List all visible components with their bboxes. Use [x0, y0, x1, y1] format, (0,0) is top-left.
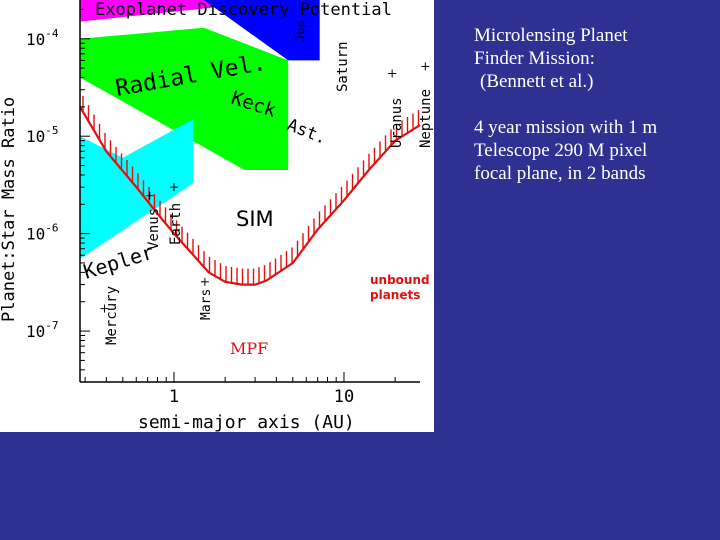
y-tick-label: 10-4 [26, 27, 59, 49]
slide-text-gap [474, 93, 714, 116]
y-tick-label: 10-5 [26, 124, 59, 146]
mercury-label: Mercury [104, 286, 120, 345]
unbound-label-1: unbound [370, 273, 430, 287]
region-sim [80, 27, 289, 171]
mpf-layer [79, 95, 421, 286]
mpf-curve [79, 106, 421, 286]
y-axis-label: Planet:Star Mass Ratio [0, 97, 19, 322]
ast-label: Ast. [284, 115, 329, 149]
x-tick-label: 1 [169, 387, 179, 407]
uranus-label: Uranus [389, 97, 405, 148]
sim-label: SIM [236, 207, 274, 231]
saturn-label: Saturn [335, 41, 351, 92]
unbound-label-2: planets [370, 288, 420, 302]
y-tick-exponent: -4 [45, 27, 59, 40]
y-tick-mantissa: 10 [26, 127, 45, 146]
slide-body-line-3: focal plane, in 2 bands [474, 163, 646, 184]
slide-body-line-1: 4 year mission with 1 m [474, 117, 658, 138]
y-tick-exponent: -6 [45, 222, 58, 235]
y-tick-mantissa: 10 [26, 30, 45, 49]
slide-text: Microlensing Planet Finder Mission: (Ben… [474, 24, 714, 185]
y-tick-mantissa: 10 [26, 225, 45, 244]
y-tick-label: 10-7 [26, 319, 59, 341]
jup-label: Jup [293, 20, 307, 42]
earth-label: Earth [168, 203, 184, 245]
slide-title-line-3: (Bennett et al.) [480, 71, 594, 92]
slide-title-line-2: Finder Mission: [474, 48, 595, 69]
y-tick-label: 10-6 [26, 222, 59, 244]
x-axis-label: semi-major axis (AU) [138, 412, 355, 432]
y-tick-exponent: -5 [45, 124, 58, 137]
x-tick-label: 10 [334, 387, 354, 407]
y-tick-exponent: -7 [45, 319, 58, 332]
mpf-label: MPF [230, 339, 268, 358]
markers-layer [100, 62, 430, 313]
mars-label: Mars [199, 289, 214, 320]
chart-title: Exoplanet Discovery Potential [95, 0, 392, 20]
neptune-label: Neptune [418, 89, 434, 148]
region-keck-ast [203, 0, 320, 61]
venus-label: Venus [146, 208, 162, 250]
regions-layer [80, 0, 320, 259]
y-tick-mantissa: 10 [26, 322, 45, 341]
slide-body-line-2: Telescope 290 M pixel [474, 140, 648, 161]
slide-title-line-1: Microlensing Planet [474, 25, 628, 46]
